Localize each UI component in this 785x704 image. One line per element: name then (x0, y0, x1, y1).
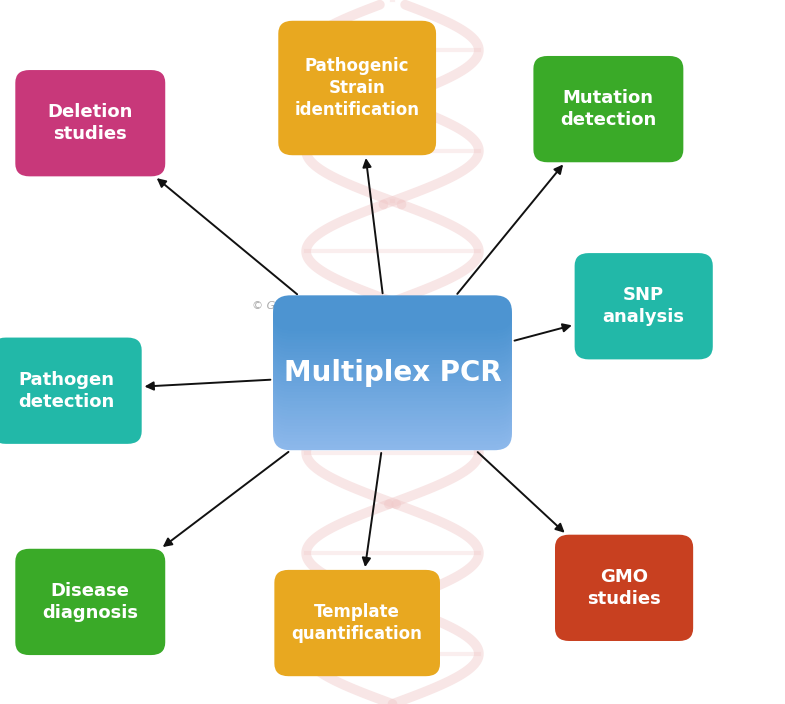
FancyBboxPatch shape (273, 335, 512, 370)
FancyBboxPatch shape (273, 351, 512, 386)
FancyBboxPatch shape (273, 379, 512, 413)
FancyBboxPatch shape (273, 397, 512, 432)
Text: Template
quantification: Template quantification (292, 603, 422, 643)
FancyBboxPatch shape (273, 339, 512, 373)
FancyBboxPatch shape (273, 326, 512, 361)
FancyBboxPatch shape (273, 406, 512, 441)
FancyBboxPatch shape (273, 332, 512, 367)
FancyBboxPatch shape (16, 70, 165, 177)
FancyBboxPatch shape (273, 354, 512, 389)
FancyBboxPatch shape (273, 360, 512, 395)
FancyBboxPatch shape (273, 388, 512, 422)
FancyBboxPatch shape (275, 570, 440, 676)
FancyBboxPatch shape (534, 56, 683, 163)
FancyBboxPatch shape (273, 391, 512, 425)
FancyBboxPatch shape (273, 320, 512, 355)
FancyBboxPatch shape (0, 338, 142, 444)
FancyBboxPatch shape (273, 400, 512, 435)
FancyBboxPatch shape (273, 314, 512, 348)
Text: Pathogen
detection: Pathogen detection (19, 370, 115, 411)
FancyBboxPatch shape (273, 409, 512, 444)
Text: Mutation
detection: Mutation detection (560, 89, 656, 130)
FancyBboxPatch shape (273, 298, 512, 333)
FancyBboxPatch shape (273, 305, 512, 339)
FancyBboxPatch shape (278, 20, 436, 155)
Text: Deletion
studies: Deletion studies (48, 103, 133, 144)
FancyBboxPatch shape (273, 413, 512, 447)
FancyBboxPatch shape (273, 310, 512, 346)
FancyBboxPatch shape (273, 329, 512, 364)
FancyBboxPatch shape (273, 357, 512, 391)
FancyBboxPatch shape (273, 384, 512, 420)
FancyBboxPatch shape (575, 253, 713, 360)
Text: Pathogenic
Strain
identification: Pathogenic Strain identification (294, 57, 420, 119)
FancyBboxPatch shape (555, 535, 693, 641)
FancyBboxPatch shape (273, 301, 512, 337)
FancyBboxPatch shape (273, 382, 512, 416)
FancyBboxPatch shape (273, 317, 512, 352)
Text: Disease
diagnosis: Disease diagnosis (42, 582, 138, 622)
FancyBboxPatch shape (273, 372, 512, 407)
Text: Multiplex PCR: Multiplex PCR (283, 359, 502, 387)
FancyBboxPatch shape (273, 366, 512, 401)
FancyBboxPatch shape (16, 549, 165, 655)
FancyBboxPatch shape (273, 308, 512, 342)
FancyBboxPatch shape (273, 363, 512, 398)
FancyBboxPatch shape (273, 341, 512, 377)
Text: © Genetic Education Inc.: © Genetic Education Inc. (252, 301, 392, 311)
FancyBboxPatch shape (273, 323, 512, 358)
Text: SNP
analysis: SNP analysis (603, 286, 685, 327)
FancyBboxPatch shape (273, 375, 512, 410)
FancyBboxPatch shape (273, 296, 512, 330)
FancyBboxPatch shape (273, 345, 512, 379)
FancyBboxPatch shape (273, 348, 512, 382)
Text: GMO
studies: GMO studies (587, 567, 661, 608)
FancyBboxPatch shape (273, 370, 512, 404)
FancyBboxPatch shape (273, 394, 512, 429)
FancyBboxPatch shape (273, 403, 512, 438)
FancyBboxPatch shape (273, 415, 512, 451)
